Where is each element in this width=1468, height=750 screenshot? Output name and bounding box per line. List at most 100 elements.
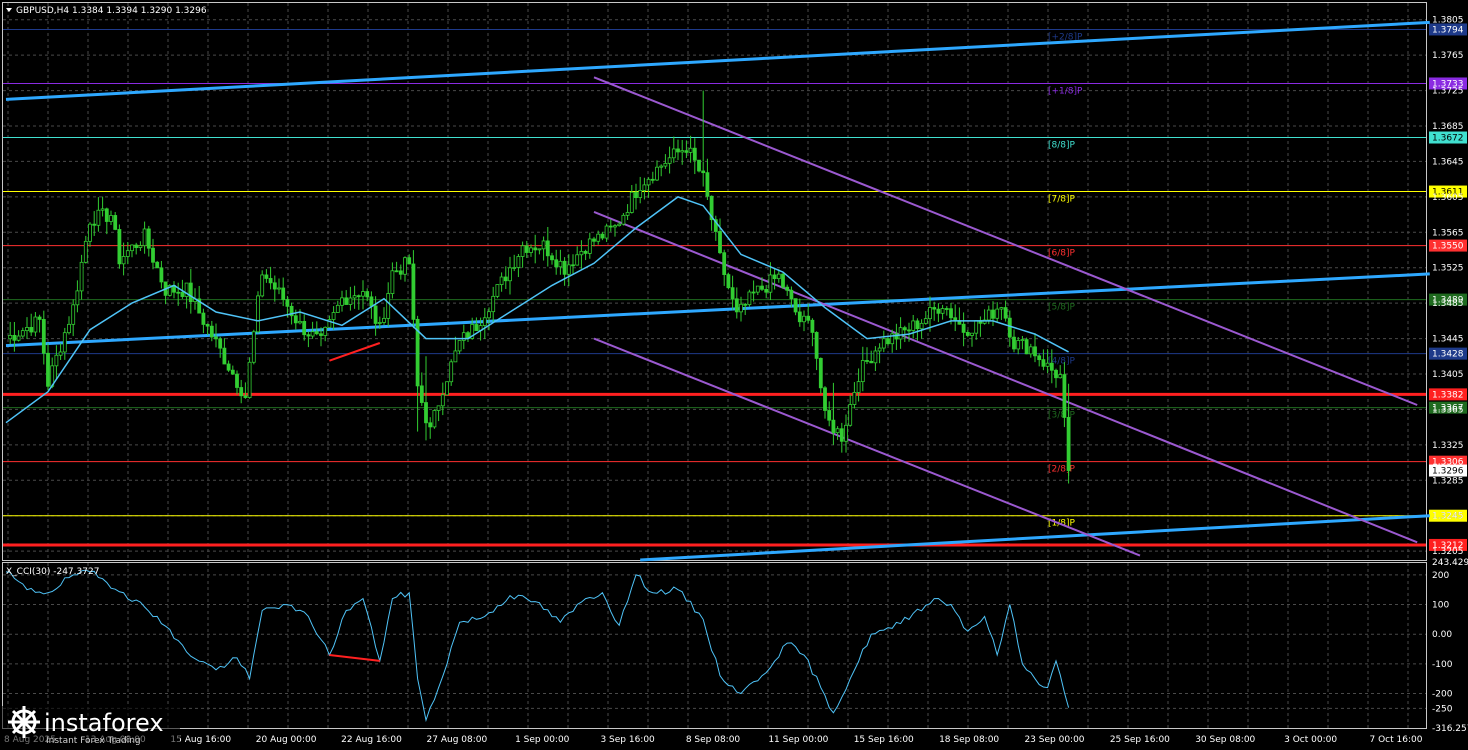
candle-layer: [8, 90, 1071, 484]
time-axis-label: 7 Oct 16:00: [1370, 735, 1423, 745]
candle-body: [604, 225, 609, 239]
cci-plot-frame: [2, 562, 1427, 729]
candle-body: [785, 286, 790, 291]
candle-body: [1045, 362, 1050, 367]
price-tick-label: 1.3565: [1432, 228, 1464, 238]
candle-body: [789, 289, 794, 300]
candle-body: [125, 250, 130, 257]
candle-body: [860, 360, 865, 383]
candle-body: [697, 159, 701, 172]
candle-body: [1062, 374, 1067, 418]
candle-body: [134, 244, 139, 248]
candle-body: [25, 326, 29, 332]
candle-body: [344, 297, 349, 305]
candle-body: [209, 325, 214, 338]
candle-body: [394, 270, 399, 273]
candle-body: [646, 178, 651, 186]
candle-body: [802, 315, 806, 323]
candle-body: [314, 331, 319, 335]
candle-body: [1020, 339, 1025, 342]
candle-body: [491, 295, 496, 313]
cci-tick-label: -100: [1432, 660, 1453, 670]
candle-body: [621, 214, 626, 225]
collapse-triangle-icon[interactable]: [6, 8, 12, 12]
candle-body: [529, 247, 533, 253]
murrey-level-label: [5/8]P: [1048, 303, 1076, 313]
candle-body: [285, 299, 290, 307]
time-axis-label: 23 Sep 00:00: [1024, 735, 1084, 745]
candle-body: [986, 309, 991, 321]
candle-body: [29, 326, 34, 333]
candle-body: [92, 223, 97, 226]
candle-body: [936, 308, 941, 314]
murrey-price-tag-text: 1.3428: [1432, 350, 1464, 360]
moving-average-layer: [5, 196, 1069, 424]
regression-middle-line: [593, 210, 1418, 544]
candle-body: [142, 228, 147, 247]
candle-body: [865, 360, 869, 362]
murrey-price-tag-text: 1.3367: [1432, 404, 1464, 414]
candle-body: [1028, 346, 1033, 355]
candle-body: [260, 274, 265, 297]
candle-body: [1016, 340, 1021, 350]
candle-body: [436, 405, 441, 411]
time-axis-label: 18 Sep 08:00: [939, 735, 999, 745]
candle-body: [79, 261, 84, 292]
candle-body: [772, 274, 777, 280]
candle-body: [138, 245, 143, 248]
candle-body: [932, 307, 937, 310]
murrey-level-label: [8/8]P: [1048, 141, 1076, 151]
candle-body: [440, 394, 445, 407]
candle-body: [823, 387, 827, 411]
time-axis-label: 22 Aug 16:00: [341, 735, 402, 745]
candle-body: [8, 334, 13, 340]
murrey-price-tag-text: 1.3611: [1432, 188, 1464, 198]
candle-body: [575, 254, 580, 266]
candle-body: [33, 316, 38, 333]
candle-body: [214, 336, 218, 340]
candle-body: [365, 291, 370, 298]
candle-body: [130, 244, 134, 252]
candle-body: [403, 257, 407, 275]
price-tick-label: 1.3725: [1432, 87, 1464, 97]
candle-body: [369, 296, 374, 307]
candle-body: [407, 257, 412, 265]
murrey-price-tag-text: 1.3489: [1432, 296, 1464, 306]
candle-body: [974, 320, 979, 334]
candle-body: [310, 331, 315, 337]
candle-body: [923, 318, 928, 324]
candle-body: [797, 311, 802, 323]
candle-body: [566, 264, 571, 275]
murrey-price-tag-text: 1.3733: [1432, 79, 1464, 89]
murrey-level-label: [3/8]P: [1048, 411, 1076, 421]
candle-body: [919, 322, 924, 330]
candle-body: [503, 276, 508, 282]
candle-body: [235, 373, 239, 388]
candle-body: [176, 291, 181, 294]
candle-body: [545, 240, 550, 257]
candle-body: [558, 260, 563, 268]
candle-body: [659, 165, 664, 168]
murrey-price-tag: [1429, 347, 1467, 360]
candle-body: [949, 308, 953, 319]
candle-body: [844, 424, 848, 442]
candle-body: [264, 274, 269, 279]
candle-body: [272, 282, 277, 290]
price-tick-label: 1.3445: [1432, 335, 1464, 345]
cci-tick-label: 100: [1432, 601, 1449, 611]
candle-body: [894, 333, 899, 340]
candle-body: [667, 157, 672, 164]
candle-body: [75, 290, 80, 306]
candle-body: [411, 263, 416, 320]
candle-body: [361, 291, 365, 297]
support-price-tag-text: 1.3382: [1432, 390, 1464, 400]
current-price-tag-text: 1.3296: [1432, 467, 1464, 477]
candle-body: [961, 323, 966, 333]
candle-body: [613, 225, 617, 228]
price-tick-label: 1.3405: [1432, 370, 1464, 380]
candle-body: [625, 212, 630, 216]
candle-body: [54, 354, 59, 367]
candle-body: [709, 195, 714, 221]
candle-body: [629, 191, 634, 213]
